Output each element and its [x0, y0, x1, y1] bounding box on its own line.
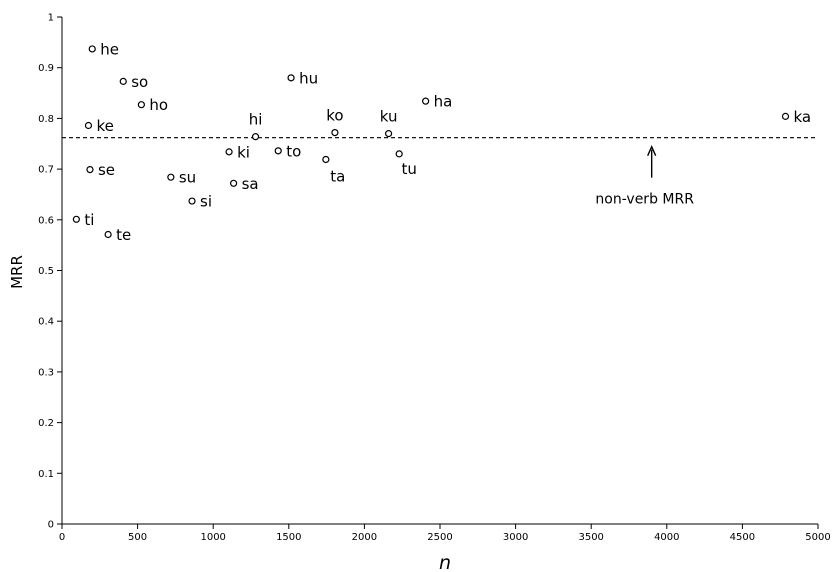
data-point-ta [322, 155, 330, 164]
x-tick-label: 4500 [730, 532, 755, 543]
data-point-ti [72, 215, 80, 223]
point-label-ku: ku [380, 108, 398, 126]
point-label-so: so [131, 73, 148, 91]
x-tick-label: 3500 [578, 532, 603, 543]
x-tick-label: 5000 [805, 532, 830, 543]
y-tick-label: 0.7 [38, 165, 54, 176]
point-label-si: si [200, 193, 212, 211]
data-point-hi [251, 133, 260, 141]
data-point-ha [422, 97, 430, 105]
data-point-to [274, 147, 282, 155]
data-point-se [86, 166, 94, 174]
y-tick-label: 0.6 [38, 215, 54, 226]
data-point-ke [84, 121, 93, 130]
x-axis-label: n [439, 552, 451, 572]
point-label-to: to [286, 142, 301, 160]
point-label-hi: hi [249, 111, 263, 129]
data-point-ko [331, 128, 339, 137]
x-tick-label: 1000 [200, 532, 225, 543]
x-tick-label: 2500 [427, 532, 452, 543]
point-label-sa: sa [242, 175, 259, 193]
data-point-su [167, 173, 175, 181]
reference-line-label: non-verb MRR [595, 192, 694, 208]
data-point-he [88, 45, 96, 53]
data-point-ki [225, 148, 233, 156]
y-tick-label: 0.4 [38, 317, 54, 328]
y-axis-label: MRR [8, 255, 26, 289]
point-label-ki: ki [237, 143, 250, 161]
data-point-si [188, 197, 196, 205]
annotation-arrow-head [647, 144, 657, 156]
y-tick-label: 0.5 [38, 266, 54, 277]
y-tick-label: 0.8 [38, 114, 54, 125]
y-tick-label: 1 [48, 13, 54, 24]
y-tick-label: 0.1 [38, 469, 54, 480]
y-tick-label: 0.2 [38, 418, 54, 429]
point-label-tu: tu [401, 160, 416, 178]
point-label-ta: ta [330, 167, 345, 185]
point-label-ko: ko [326, 107, 343, 125]
y-tick-label: 0 [48, 520, 54, 531]
x-tick-label: 0 [59, 532, 65, 543]
point-label-ka: ka [793, 108, 811, 126]
point-label-te: te [116, 226, 131, 244]
reference-line-group: non-verb MRR [62, 137, 818, 208]
point-label-ha: ha [434, 93, 453, 111]
data-point-te [104, 230, 112, 239]
x-tick-label: 1500 [276, 532, 301, 543]
data-point-ka [781, 112, 790, 120]
point-label-se: se [98, 161, 115, 179]
data-point-so [119, 77, 127, 85]
point-label-hu: hu [299, 69, 318, 87]
y-tick-label: 0.3 [38, 367, 54, 378]
data-point-ku [384, 130, 393, 138]
data-point-ho [137, 101, 145, 109]
data-point-hu [287, 74, 295, 82]
ticks: 0 500 1000 1500 2000 2500 3000 3500 4000 4500 5000… [38, 13, 831, 544]
point-label-he: he [100, 40, 119, 58]
point-label-ti: ti [84, 211, 94, 229]
x-tick-label: 500 [128, 532, 147, 543]
data-point-sa [230, 179, 238, 187]
point-label-su: su [179, 169, 196, 187]
x-tick-label: 2000 [352, 532, 377, 543]
y-tick-label: 0.9 [38, 63, 54, 74]
point-label-ho: ho [149, 96, 168, 114]
x-tick-label: 4000 [654, 532, 679, 543]
x-tick-label: 3000 [503, 532, 528, 543]
data-point-tu [395, 150, 403, 158]
point-label-ke: ke [96, 117, 113, 135]
